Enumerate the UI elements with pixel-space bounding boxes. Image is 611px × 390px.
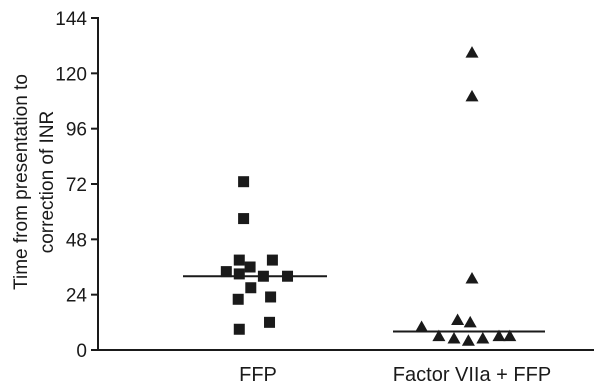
data-point-square [233, 323, 245, 335]
data-point-triangle [465, 272, 479, 284]
data-point-triangle [492, 329, 506, 342]
data-point-triangle [476, 331, 490, 344]
data-point-triangle [461, 334, 475, 346]
data-point-square [264, 316, 276, 328]
data-point-triangle [432, 329, 446, 342]
y-axis-label-line: Time from presentation to [11, 74, 32, 290]
data-point-square [233, 268, 245, 280]
data-point-square [282, 270, 294, 282]
y-axis-label-line: correction of INR [37, 111, 58, 254]
x-category-label: Factor VIIa + FFP [393, 364, 551, 385]
data-point-square [245, 282, 257, 294]
data-point-square [265, 291, 277, 303]
y-tick-label: 0 [76, 341, 87, 362]
data-point-square [238, 213, 250, 225]
data-point-triangle [415, 320, 429, 332]
data-point-triangle [503, 329, 517, 342]
data-point-square [257, 270, 269, 282]
data-point-square [266, 254, 278, 266]
data-point-square [233, 254, 245, 266]
y-axis: 0 24 48 72 96 120 144 [55, 9, 99, 362]
x-axis: FFP Factor VIIa + FFP [98, 349, 594, 386]
data-point-square [220, 266, 232, 278]
y-tick-label: 96 [66, 120, 87, 141]
y-axis-label: Time from presentation to correction of I… [11, 74, 58, 290]
data-point-triangle [451, 313, 465, 326]
data-point-square [244, 261, 256, 273]
data-point-square [232, 293, 244, 305]
y-tick-label: 48 [66, 230, 87, 251]
data-points [220, 46, 517, 346]
x-category-label: FFP [239, 364, 277, 385]
y-tick-label: 120 [55, 64, 87, 85]
data-point-square [238, 176, 250, 188]
data-point-triangle [465, 89, 479, 102]
data-point-triangle [465, 46, 479, 58]
data-point-triangle [463, 315, 477, 328]
data-point-triangle [447, 331, 461, 344]
y-tick-label: 144 [55, 9, 87, 30]
y-tick-label: 24 [66, 286, 88, 307]
y-tick-label: 72 [66, 175, 87, 196]
